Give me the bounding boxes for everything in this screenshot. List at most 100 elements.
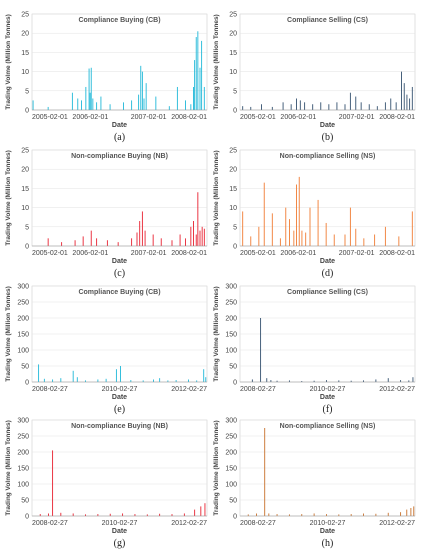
y-tick-label-e-4: 200	[17, 316, 29, 323]
x-axis-label-g: Date	[112, 528, 127, 535]
plot-area-c	[31, 149, 208, 247]
y-axis-label-d: Trading Volme (Million Tonnes)	[213, 150, 220, 245]
x-tick-label-c-3: 2008-02-01	[171, 250, 207, 257]
y-tick-label-g-0: 0	[25, 514, 29, 521]
x-axis-label-c: Date	[112, 258, 127, 265]
y-tick-label-g-4: 200	[17, 450, 29, 457]
y-tick-label-a-1: 5	[25, 88, 29, 95]
x-tick-label-c-2: 2007-02-01	[131, 250, 167, 257]
y-tick-label-h-4: 200	[225, 450, 237, 457]
y-axis-label-f: Trading Volme (Million Tonnes)	[213, 286, 220, 381]
x-tick-label-b-0: 2005-02-01	[240, 114, 276, 121]
x-tick-label-a-2: 2007-02-01	[131, 114, 167, 121]
y-tick-label-g-5: 250	[17, 434, 29, 441]
x-tick-label-e-1: 2010-02-27	[102, 386, 138, 393]
x-tick-label-d-2: 2007-02-01	[339, 250, 375, 257]
panel-label-e: (e)	[114, 404, 125, 415]
y-axis-label-b: Trading Volme (Million Tonnes)	[213, 14, 220, 109]
y-tick-label-f-4: 200	[225, 316, 237, 323]
x-tick-label-b-3: 2008-02-01	[379, 114, 415, 121]
y-tick-label-b-4: 20	[229, 31, 237, 38]
x-tick-label-d-0: 2005-02-01	[240, 250, 276, 257]
y-axis-label-a: Trading Volme (Million Tonnes)	[5, 14, 12, 109]
panel-label-g: (g)	[114, 538, 126, 549]
y-tick-label-e-6: 300	[17, 284, 29, 291]
y-tick-label-c-3: 15	[21, 186, 29, 193]
x-axis-label-b: Date	[320, 122, 335, 129]
y-tick-label-c-4: 20	[21, 167, 29, 174]
y-tick-label-h-6: 300	[225, 418, 237, 425]
x-axis-label-e: Date	[112, 394, 127, 401]
y-tick-label-d-2: 10	[229, 205, 237, 212]
panel-label-d: (d)	[322, 268, 334, 279]
x-tick-label-a-3: 2008-02-01	[171, 114, 207, 121]
plot-area-b	[239, 13, 416, 111]
y-tick-label-f-0: 0	[233, 380, 237, 387]
x-tick-label-f-2: 2012-02-27	[379, 386, 415, 393]
y-tick-label-a-3: 15	[21, 50, 29, 57]
y-tick-label-a-0: 0	[25, 108, 29, 115]
chart-title-g: Non-compliance Buying (NB)	[71, 423, 168, 430]
x-axis-label-f: Date	[320, 394, 335, 401]
y-tick-label-e-5: 250	[17, 300, 29, 307]
y-tick-label-a-4: 20	[21, 31, 29, 38]
x-tick-label-g-1: 2010-02-27	[102, 520, 138, 527]
y-tick-label-d-0: 0	[233, 244, 237, 251]
y-axis-label-g: Trading Volme (Million Tonnes)	[5, 420, 12, 515]
x-tick-label-g-0: 2008-02-27	[32, 520, 68, 527]
y-tick-label-f-1: 50	[229, 364, 237, 371]
x-tick-label-d-3: 2008-02-01	[379, 250, 415, 257]
y-tick-label-b-2: 10	[229, 69, 237, 76]
y-tick-label-h-1: 50	[229, 498, 237, 505]
x-tick-label-f-1: 2010-02-27	[310, 386, 346, 393]
x-tick-label-h-2: 2012-02-27	[379, 520, 415, 527]
x-axis-label-a: Date	[112, 122, 127, 129]
y-tick-label-f-2: 100	[225, 348, 237, 355]
panel-label-h: (h)	[322, 538, 334, 549]
y-tick-label-f-5: 250	[225, 300, 237, 307]
x-tick-label-c-0: 2005-02-01	[32, 250, 68, 257]
y-tick-label-c-0: 0	[25, 244, 29, 251]
plot-area-d	[239, 149, 416, 247]
x-tick-label-b-1: 2006-02-01	[280, 114, 316, 121]
y-tick-label-h-2: 100	[225, 482, 237, 489]
y-tick-label-a-5: 25	[21, 12, 29, 19]
y-tick-label-h-0: 0	[233, 514, 237, 521]
y-tick-label-a-2: 10	[21, 69, 29, 76]
x-tick-label-g-2: 2012-02-27	[171, 520, 207, 527]
x-tick-label-d-1: 2006-02-01	[280, 250, 316, 257]
y-tick-label-e-2: 100	[17, 348, 29, 355]
x-axis-label-h: Date	[320, 528, 335, 535]
y-tick-label-g-3: 150	[17, 466, 29, 473]
y-axis-label-e: Trading Volme (Million Tonnes)	[5, 286, 12, 381]
y-tick-label-c-5: 25	[21, 148, 29, 155]
y-tick-label-e-0: 0	[25, 380, 29, 387]
panel-label-a: (a)	[114, 132, 125, 143]
y-axis-label-h: Trading Volme (Million Tonnes)	[213, 420, 220, 515]
y-tick-label-g-1: 50	[21, 498, 29, 505]
chart-title-c: Non-compliance Buying (NB)	[71, 153, 168, 160]
chart-title-d: Non-compliance Selling (NS)	[280, 153, 376, 160]
y-tick-label-e-1: 50	[21, 364, 29, 371]
y-tick-label-f-3: 150	[225, 332, 237, 339]
y-tick-label-d-3: 15	[229, 186, 237, 193]
y-tick-label-b-5: 25	[229, 12, 237, 19]
y-tick-label-b-1: 5	[233, 88, 237, 95]
panel-label-b: (b)	[322, 132, 334, 143]
x-tick-label-a-1: 2006-02-01	[72, 114, 108, 121]
y-tick-label-d-5: 25	[229, 148, 237, 155]
x-axis-label-d: Date	[320, 258, 335, 265]
x-tick-label-e-0: 2008-02-27	[32, 386, 68, 393]
y-axis-label-c: Trading Volme (Million Tonnes)	[5, 150, 12, 245]
x-tick-label-h-0: 2008-02-27	[240, 520, 276, 527]
y-tick-label-d-4: 20	[229, 167, 237, 174]
chart-title-e: Compliance Buying (CB)	[78, 289, 160, 296]
chart-title-f: Compliance Selling (CS)	[287, 289, 368, 296]
y-tick-label-b-0: 0	[233, 108, 237, 115]
y-tick-label-c-2: 10	[21, 205, 29, 212]
y-tick-label-h-3: 150	[225, 466, 237, 473]
x-tick-label-b-2: 2007-02-01	[339, 114, 375, 121]
chart-title-a: Compliance Buying (CB)	[78, 17, 160, 24]
y-tick-label-e-3: 150	[17, 332, 29, 339]
